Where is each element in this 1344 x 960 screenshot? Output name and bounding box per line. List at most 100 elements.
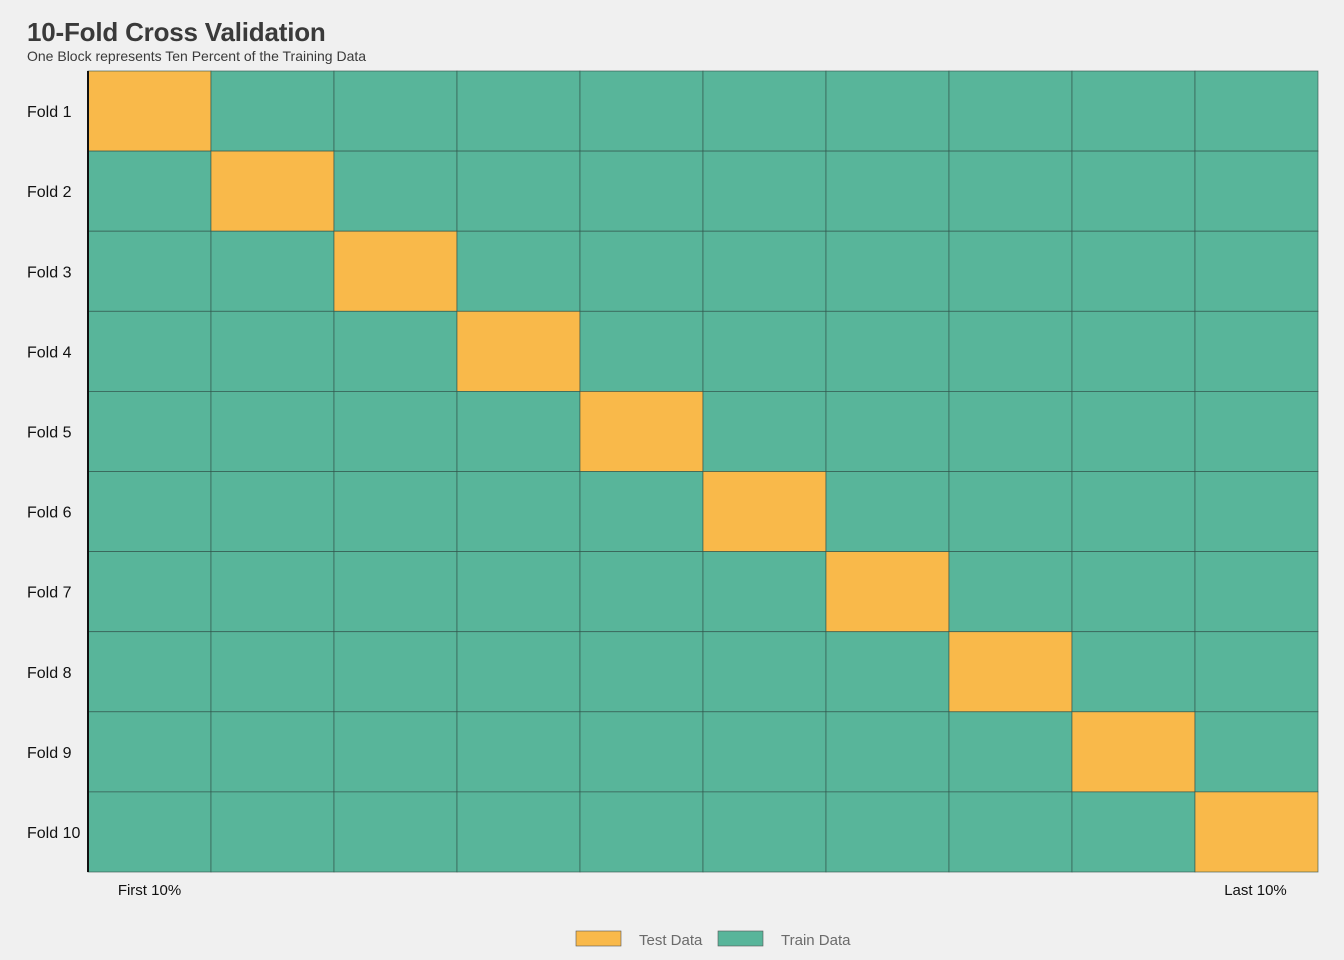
train-block xyxy=(825,70,950,152)
row-label: Fold 10 xyxy=(27,825,80,842)
train-block xyxy=(456,791,581,873)
train-block xyxy=(702,70,827,152)
train-block xyxy=(456,471,581,552)
train-block xyxy=(579,551,704,633)
train-block xyxy=(1071,791,1196,873)
row-label: Fold 8 xyxy=(27,665,72,682)
cell-grid xyxy=(87,70,1319,873)
train-block xyxy=(702,310,827,392)
train-block xyxy=(579,471,704,552)
train-block xyxy=(579,230,704,312)
train-block xyxy=(333,631,458,713)
train-block xyxy=(456,230,581,312)
chart-title: 10-Fold Cross Validation xyxy=(27,17,326,47)
row-labels: Fold 1 Fold 2 Fold 3 Fold 4 Fold 5 Fold 6 Fold… xyxy=(27,104,80,842)
train-block xyxy=(210,631,335,713)
train-block xyxy=(1194,70,1319,152)
train-block xyxy=(702,791,827,873)
legend-label: Test Data xyxy=(639,932,703,949)
train-block xyxy=(1071,150,1196,232)
train-block xyxy=(210,310,335,392)
train-block xyxy=(948,551,1073,633)
test-block xyxy=(825,551,950,633)
train-block xyxy=(1071,390,1196,472)
train-block xyxy=(948,711,1073,793)
test-block xyxy=(1194,791,1319,873)
train-block xyxy=(825,471,950,552)
train-block xyxy=(1071,471,1196,552)
train-block xyxy=(87,310,212,392)
train-block xyxy=(456,631,581,713)
train-block xyxy=(1194,310,1319,392)
train-block xyxy=(702,551,827,633)
row-label: Fold 9 xyxy=(27,745,72,762)
train-block xyxy=(825,390,950,472)
train-block xyxy=(87,631,212,713)
train-block xyxy=(210,551,335,633)
train-block xyxy=(702,711,827,793)
train-block xyxy=(87,230,212,312)
train-block xyxy=(87,390,212,472)
row-label: Fold 7 xyxy=(27,585,72,602)
train-block xyxy=(87,791,212,873)
train-block xyxy=(825,711,950,793)
train-block xyxy=(1194,471,1319,552)
train-block xyxy=(825,150,950,232)
x-tick-label-last: Last 10% xyxy=(1224,882,1287,899)
row-label: Fold 4 xyxy=(27,344,72,361)
test-block xyxy=(210,150,335,232)
train-block xyxy=(1071,631,1196,713)
train-block xyxy=(1194,150,1319,232)
train-block xyxy=(87,711,212,793)
train-block xyxy=(210,230,335,312)
train-block xyxy=(702,230,827,312)
train-block xyxy=(948,390,1073,472)
train-block xyxy=(333,791,458,873)
train-block xyxy=(579,631,704,713)
legend: Test Data Train Data xyxy=(575,930,851,949)
train-block xyxy=(456,711,581,793)
train-block xyxy=(702,631,827,713)
train-block xyxy=(825,230,950,312)
train-block xyxy=(948,471,1073,552)
row-label: Fold 3 xyxy=(27,264,72,281)
train-block xyxy=(456,70,581,152)
train-block xyxy=(579,310,704,392)
train-block xyxy=(1071,70,1196,152)
train-block xyxy=(210,390,335,472)
train-block xyxy=(87,551,212,633)
train-block xyxy=(1194,551,1319,633)
train-block xyxy=(579,150,704,232)
row-label: Fold 6 xyxy=(27,505,72,522)
train-block xyxy=(825,791,950,873)
train-block xyxy=(333,310,458,392)
train-block xyxy=(456,150,581,232)
train-block xyxy=(456,390,581,472)
train-block xyxy=(948,791,1073,873)
train-block xyxy=(87,471,212,552)
train-block xyxy=(210,471,335,552)
row-label: Fold 1 xyxy=(27,104,72,121)
legend-swatch xyxy=(575,930,622,947)
train-block xyxy=(1194,390,1319,472)
train-block xyxy=(1194,230,1319,312)
train-block xyxy=(579,791,704,873)
train-block xyxy=(948,230,1073,312)
row-label: Fold 2 xyxy=(27,184,72,201)
test-block xyxy=(1071,711,1196,793)
legend-swatch xyxy=(717,930,764,947)
train-block xyxy=(1071,551,1196,633)
train-block xyxy=(1194,631,1319,713)
train-block xyxy=(948,310,1073,392)
train-block xyxy=(1071,310,1196,392)
train-block xyxy=(579,70,704,152)
train-block xyxy=(333,150,458,232)
train-block xyxy=(210,711,335,793)
train-block xyxy=(210,791,335,873)
train-block xyxy=(825,310,950,392)
test-block xyxy=(456,310,581,392)
train-block xyxy=(87,150,212,232)
train-block xyxy=(702,150,827,232)
x-tick-label-first: First 10% xyxy=(118,882,181,899)
